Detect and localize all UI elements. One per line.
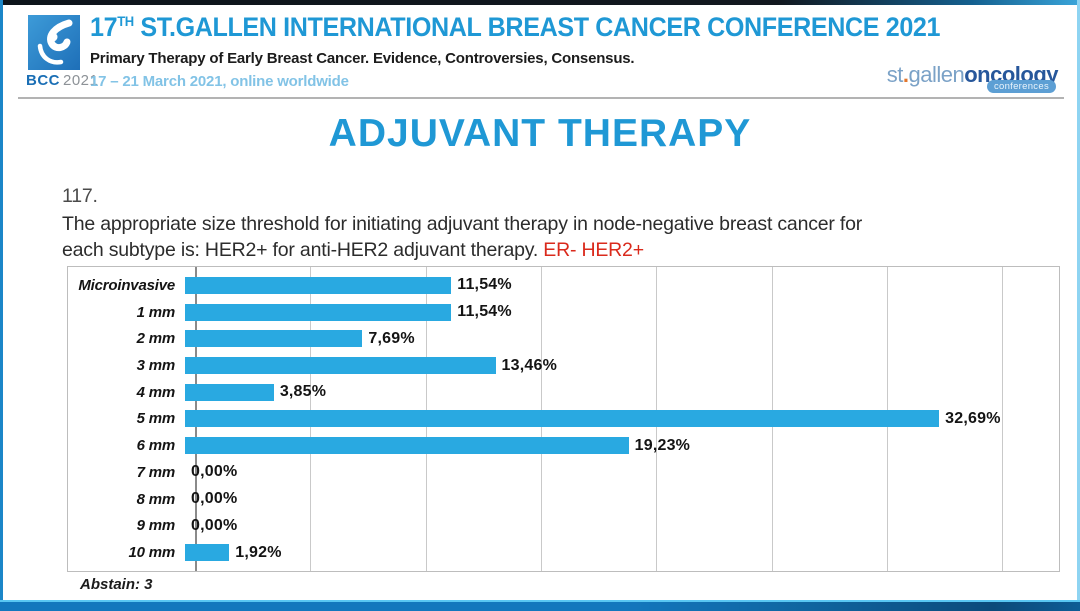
question-highlight: ER- HER2+ <box>543 239 644 261</box>
category-label: 8 mm <box>136 490 176 508</box>
question-text-line1: The appropriate size threshold for initi… <box>62 213 863 235</box>
chart-row: 1 mm 11,54% <box>68 299 1059 325</box>
bar <box>185 544 230 562</box>
bcc-logo-caption: BCC 2021 <box>26 72 136 89</box>
bar-track: 1,92% <box>185 540 1059 566</box>
bar <box>185 383 274 401</box>
gridline <box>1002 267 1004 571</box>
header-text-block: 17TH ST.GALLEN INTERNATIONAL BREAST CANC… <box>90 12 941 90</box>
category-label: 6 mm <box>136 437 176 455</box>
chart-row: 9 mm 0,00% <box>68 513 1059 539</box>
title-ordinal-sup: TH <box>117 13 134 29</box>
chart-row: 8 mm 0,00% <box>68 486 1059 512</box>
category-label: 3 mm <box>136 357 176 375</box>
chart-row: 7 mm 0,00% <box>68 459 1059 485</box>
value-label: 19,23% <box>634 436 691 454</box>
top-border-strip <box>0 0 1080 5</box>
category-label: 2 mm <box>136 330 176 348</box>
chart-row: 6 mm 19,23% <box>68 433 1059 459</box>
bar <box>185 357 496 375</box>
category-label: 10 mm <box>128 544 175 562</box>
category-label: 1 mm <box>136 303 176 321</box>
value-label: 7,69% <box>368 329 415 347</box>
chart-rows: Microinvasive 11,54% 1 mm 11,54% 2 mm 7,… <box>68 267 1059 571</box>
slide-title: ADJUVANT THERAPY <box>328 112 752 155</box>
chart-row: 10 mm 1,92% <box>68 540 1059 566</box>
bar <box>185 303 452 321</box>
conference-title: 17TH ST.GALLEN INTERNATIONAL BREAST CANC… <box>90 12 941 42</box>
logo-conferences-badge: conferences <box>986 80 1056 93</box>
header-divider <box>18 97 1064 99</box>
bar-track: 11,54% <box>185 272 1059 298</box>
bar-track: 0,00% <box>185 513 1059 539</box>
bar <box>185 330 363 348</box>
value-label: 0,00% <box>191 516 238 534</box>
value-label: 1,92% <box>235 543 282 561</box>
question-text-line2: each subtype is: HER2+ for anti-HER2 adj… <box>62 239 544 261</box>
bcc-acronym: BCC <box>26 72 60 89</box>
bar-track: 32,69% <box>185 406 1059 432</box>
value-label: 32,69% <box>945 409 1001 427</box>
bar-track: 19,23% <box>185 433 1059 459</box>
question-number: 117. <box>62 185 98 207</box>
bar-track: 3,85% <box>185 379 1059 405</box>
chart-row: 2 mm 7,69% <box>68 326 1059 352</box>
chart-row: Microinvasive 11,54% <box>68 272 1059 298</box>
category-label: Microinvasive <box>78 276 175 294</box>
bar <box>185 437 629 455</box>
value-label: 0,00% <box>191 463 238 481</box>
bar-track: 0,00% <box>185 486 1059 512</box>
chart-row: 4 mm 3,85% <box>68 379 1059 405</box>
stgallen-oncology-logo: st.gallenoncology conferences <box>886 62 1058 93</box>
left-border-strip <box>0 0 3 611</box>
bar-track: 0,00% <box>185 459 1059 485</box>
value-label: 13,46% <box>501 356 557 374</box>
value-label: 11,54% <box>457 276 512 294</box>
value-label: 0,00% <box>191 490 238 508</box>
category-label: 9 mm <box>136 517 176 535</box>
bar-track: 13,46% <box>185 353 1059 379</box>
category-label: 5 mm <box>136 410 176 428</box>
bar <box>185 410 940 428</box>
bar-track: 11,54% <box>185 299 1059 325</box>
chart-row: 5 mm 32,69% <box>68 406 1059 432</box>
poll-results-chart: Microinvasive 11,54% 1 mm 11,54% 2 mm 7,… <box>67 266 1060 572</box>
category-label: 4 mm <box>136 383 176 401</box>
value-label: 3,85% <box>279 383 327 401</box>
bcc-year: 2021 <box>63 72 99 89</box>
conference-subtitle: Primary Therapy of Early Breast Cancer. … <box>90 50 635 67</box>
logo-orange-dot: . <box>902 62 909 87</box>
right-border-strip <box>1077 0 1080 611</box>
question-block: 117. The appropriate size threshold for … <box>62 183 1022 263</box>
bar <box>185 276 452 294</box>
category-label: 7 mm <box>136 463 176 481</box>
value-label: 11,54% <box>457 303 512 321</box>
bcc-logo-icon <box>28 15 80 70</box>
abstain-note: Abstain: 3 <box>80 576 153 593</box>
chart-row: 3 mm 13,46% <box>68 353 1059 379</box>
bottom-bar <box>0 600 1080 611</box>
bar-track: 7,69% <box>185 326 1059 352</box>
logo-stgallen-text: st.gallen <box>886 62 965 87</box>
conference-dates: 17 – 21 March 2021, online worldwide <box>90 73 349 90</box>
